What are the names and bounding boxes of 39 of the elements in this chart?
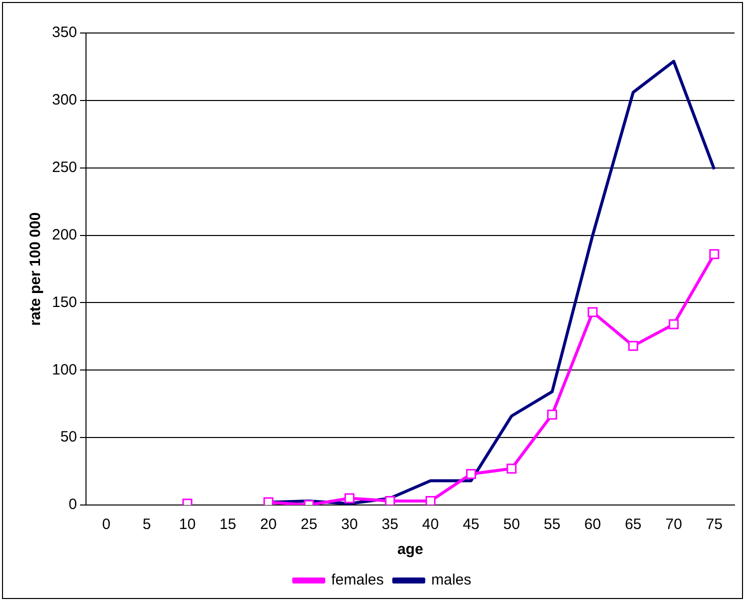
x-tick-label: 10: [179, 516, 196, 534]
point: [668, 319, 679, 330]
point: [426, 496, 436, 505]
x-tick-label: 5: [142, 516, 151, 534]
x-tick-label: 70: [665, 516, 682, 534]
x-tick-label: 15: [220, 516, 236, 534]
y-tick-label: 200: [52, 226, 78, 244]
point: [709, 249, 720, 260]
x-tick-label: 65: [624, 516, 642, 534]
y-tick-label: 300: [52, 92, 78, 109]
y-tick-label: 100: [52, 361, 78, 378]
x-tick-label: 30: [341, 516, 358, 534]
legend-label: males: [431, 572, 472, 589]
y-tick-label: 50: [60, 428, 78, 446]
y-tick-label: 0: [68, 496, 78, 514]
x-tick-label: 35: [382, 516, 398, 534]
point: [628, 340, 638, 351]
point: [588, 307, 598, 318]
y-axis-title: rate per 100 000: [27, 212, 44, 326]
x-tick-label: 20: [260, 516, 277, 534]
point: [506, 464, 517, 474]
x-tick-label: 0: [102, 516, 110, 534]
point: [385, 496, 395, 505]
x-axis-title: age: [397, 541, 424, 558]
y-tick-label: 150: [52, 294, 78, 311]
x-tick-label: 50: [503, 516, 520, 534]
legend-label: females: [331, 572, 384, 589]
x-tick-label: 40: [422, 516, 439, 534]
x-tick-label: 55: [544, 516, 560, 534]
point: [263, 497, 274, 505]
point: [466, 468, 476, 479]
x-tick-label: 60: [584, 516, 601, 534]
point: [547, 410, 558, 420]
y-tick-label: 250: [52, 159, 78, 176]
x-tick-label: 75: [706, 516, 723, 534]
y-tick-label: 350: [52, 24, 78, 42]
x-tick-label: 45: [462, 516, 480, 534]
x-tick-label: 25: [300, 516, 318, 534]
point: [344, 493, 354, 504]
